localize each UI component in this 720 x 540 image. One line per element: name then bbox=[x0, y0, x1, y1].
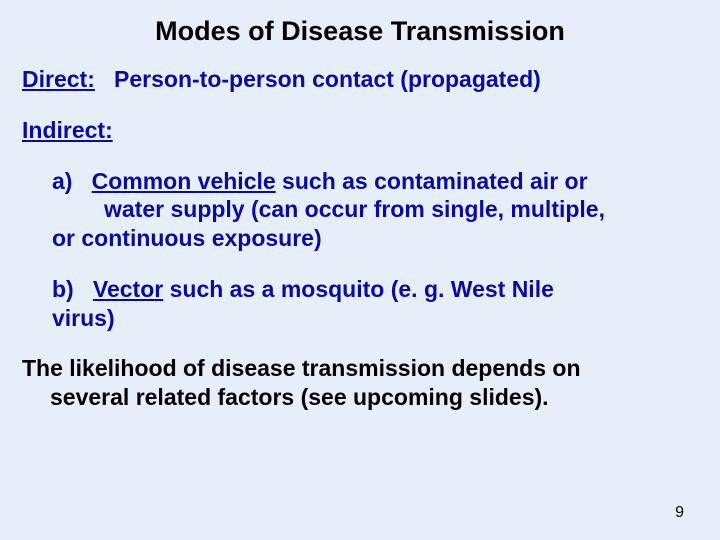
item-b-marker: b) bbox=[52, 276, 74, 302]
item-a-rest1: such as contaminated air or bbox=[276, 168, 588, 194]
indirect-item-b: b) Vector such as a mosquito (e. g. West… bbox=[52, 275, 698, 333]
item-a-line2: water supply (can occur from single, mul… bbox=[52, 196, 605, 222]
item-a-marker: a) bbox=[52, 168, 72, 194]
item-b-rest1: such as a mosquito (e. g. West Nile bbox=[163, 276, 554, 302]
page-number: 9 bbox=[675, 504, 684, 522]
footer-line1: The likelihood of disease transmission d… bbox=[22, 355, 581, 381]
indirect-label: Indirect: bbox=[22, 117, 113, 143]
item-b-line2: virus) bbox=[52, 305, 115, 331]
slide-title: Modes of Disease Transmission bbox=[22, 16, 698, 47]
item-b-term: Vector bbox=[93, 276, 163, 302]
indirect-item-a: a) Common vehicle such as contaminated a… bbox=[52, 167, 698, 253]
slide: Modes of Disease Transmission Direct: Pe… bbox=[0, 0, 720, 540]
item-a-spacer bbox=[79, 168, 92, 194]
footer-line2: several related factors (see upcoming sl… bbox=[22, 383, 698, 412]
direct-text: Person-to-person contact (propagated) bbox=[114, 66, 541, 92]
item-a-term: Common vehicle bbox=[92, 168, 276, 194]
direct-label: Direct: bbox=[22, 66, 95, 92]
footer-text: The likelihood of disease transmission d… bbox=[22, 354, 698, 412]
direct-line: Direct: Person-to-person contact (propag… bbox=[22, 65, 698, 94]
direct-spacer bbox=[101, 66, 114, 92]
indirect-label-line: Indirect: bbox=[22, 116, 698, 145]
item-b-spacer bbox=[80, 276, 93, 302]
item-a-line3: or continuous exposure) bbox=[52, 225, 322, 251]
